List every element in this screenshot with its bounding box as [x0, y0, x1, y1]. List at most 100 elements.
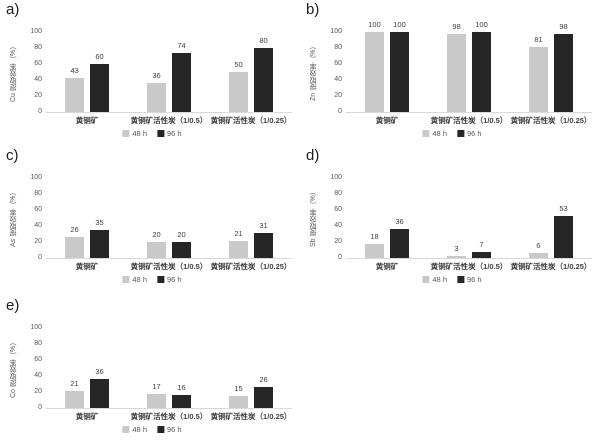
legend: 48 h 96 h: [422, 129, 482, 138]
bar-48h: [147, 394, 166, 408]
y-tick-label: 20: [34, 388, 42, 395]
bar-48h: [447, 34, 466, 112]
y-tick-label: 100: [330, 174, 342, 181]
legend-label: 48 h: [432, 275, 447, 284]
category-label: 黄铜矿: [375, 262, 399, 271]
x-axis-line: [46, 112, 292, 113]
bar-96h: [554, 34, 573, 112]
bar-value-label: 18: [370, 232, 379, 241]
bar-value-label: 3: [454, 244, 459, 253]
bar-48h: [529, 47, 548, 112]
bar-48h: [147, 83, 166, 112]
bar-96h: [554, 216, 573, 258]
bar-48h: [447, 256, 466, 258]
category-label: 黄铜矿活性炭（1/0.25）: [210, 116, 292, 125]
bar-48h: [229, 241, 248, 258]
y-tick-label: 100: [30, 28, 42, 35]
y-axis-title: As 提取效率（%）: [10, 188, 17, 248]
y-tick-label: 40: [34, 222, 42, 229]
y-axis-title: Sb 提取效率（%）: [310, 188, 317, 248]
bar-48h: [65, 391, 84, 408]
y-tick-label: 100: [30, 174, 42, 181]
bar-value-label: 36: [395, 217, 404, 226]
y-tick-label: 60: [34, 60, 42, 67]
bar-96h: [254, 48, 273, 112]
category-label: 黄铜矿: [375, 116, 399, 125]
category-label: 黄铜矿活性炭（1/0.5）: [430, 116, 508, 125]
bar-value-label: 20: [177, 230, 186, 239]
bar-96h: [172, 395, 191, 408]
bar-value-label: 98: [452, 22, 461, 31]
legend-label: 96 h: [167, 275, 182, 284]
y-tick-label: 60: [334, 60, 342, 67]
bar-value-label: 36: [152, 71, 161, 80]
bar-value-label: 74: [177, 41, 186, 50]
bar-96h: [90, 230, 109, 258]
legend-item: 96 h: [157, 275, 182, 284]
y-tick-label: 100: [330, 28, 342, 35]
bar-value-label: 98: [559, 22, 568, 31]
y-tick-label: 40: [34, 372, 42, 379]
bar-48h: [65, 78, 84, 112]
legend-item: 96 h: [157, 425, 182, 434]
legend-swatch: [157, 276, 164, 283]
legend: 48 h 96 h: [122, 129, 182, 138]
y-tick-label: 40: [334, 76, 342, 83]
legend-swatch: [422, 130, 430, 137]
bar-value-label: 50: [234, 60, 243, 69]
legend-label: 96 h: [467, 129, 482, 138]
bar-value-label: 17: [152, 382, 161, 391]
y-tick-label: 40: [334, 222, 342, 229]
panel-letter: e): [6, 297, 20, 314]
legend: 48 h 96 h: [122, 425, 182, 434]
legend-item: 96 h: [457, 129, 482, 138]
bar-value-label: 21: [234, 229, 243, 238]
panel-letter: c): [6, 147, 19, 164]
bar-value-label: 21: [70, 379, 79, 388]
legend-swatch: [457, 276, 464, 283]
bar-48h: [365, 244, 384, 258]
bar-value-label: 15: [234, 384, 243, 393]
legend-swatch: [157, 426, 164, 433]
legend: 48 h 96 h: [422, 275, 482, 284]
category-label: 黄铜矿活性炭（1/0.25）: [210, 412, 292, 421]
legend-swatch: [122, 426, 130, 433]
y-tick-label: 20: [34, 92, 42, 99]
legend-label: 48 h: [132, 275, 147, 284]
y-tick-label: 0: [38, 254, 42, 261]
y-tick-label: 40: [34, 76, 42, 83]
bar-48h: [147, 242, 166, 258]
bar-96h: [172, 53, 191, 112]
bar-48h: [365, 32, 384, 112]
bar-96h: [390, 229, 409, 258]
y-tick-label: 80: [334, 44, 342, 51]
y-axis-title: Cu 提取效率（%）: [10, 42, 17, 102]
legend-item: 48 h: [122, 275, 147, 284]
y-tick-label: 60: [334, 206, 342, 213]
category-label: 黄铜矿活性炭（1/0.5）: [430, 262, 508, 271]
bar-value-label: 36: [95, 367, 104, 376]
y-tick-label: 0: [338, 108, 342, 115]
bar-value-label: 100: [475, 20, 488, 29]
legend-label: 96 h: [167, 425, 182, 434]
category-label: 黄铜矿活性炭（1/0.25）: [510, 116, 592, 125]
category-label: 黄铜矿活性炭（1/0.5）: [130, 262, 208, 271]
panel-letter: a): [6, 1, 20, 18]
x-axis-line: [346, 112, 592, 113]
legend-label: 48 h: [132, 425, 147, 434]
y-axis-title: Co 提取效率（%）: [10, 338, 17, 398]
legend-item: 96 h: [157, 129, 182, 138]
x-axis-line: [46, 258, 292, 259]
chart-panel-cu: a) Cu 提取效率（%） 0 20 40 60 80 100 黄铜矿 43 60 黄铜矿活性炭（1/…: [0, 0, 300, 150]
bar-value-label: 20: [152, 230, 161, 239]
bar-96h: [90, 379, 109, 408]
bar-value-label: 81: [534, 35, 543, 44]
bar-value-label: 16: [177, 383, 186, 392]
category-label: 黄铜矿活性炭（1/0.5）: [130, 116, 208, 125]
bar-96h: [90, 64, 109, 112]
legend-swatch: [157, 130, 164, 137]
category-label: 黄铜矿活性炭（1/0.25）: [210, 262, 292, 271]
category-label: 黄铜矿活性炭（1/0.5）: [130, 412, 208, 421]
legend-swatch: [122, 276, 130, 283]
